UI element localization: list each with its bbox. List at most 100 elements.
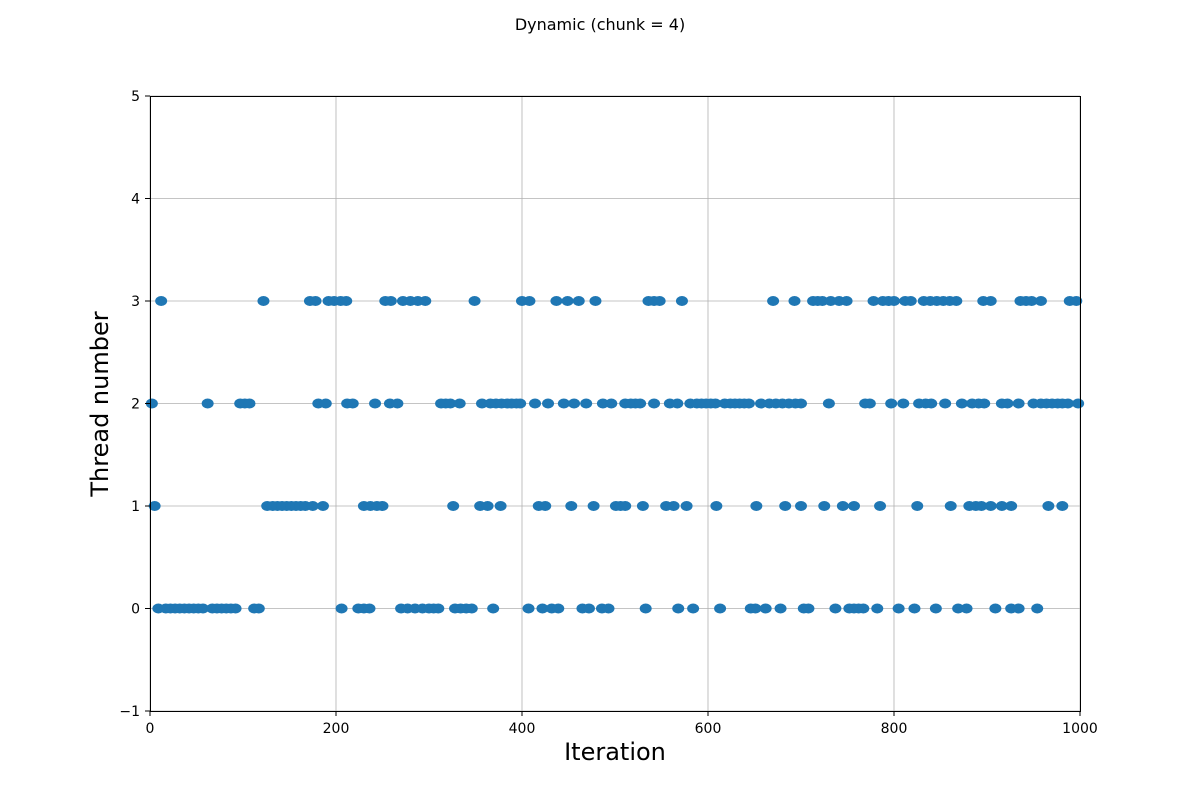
data-point bbox=[795, 501, 807, 511]
data-point bbox=[453, 398, 466, 409]
data-point bbox=[755, 398, 768, 409]
data-point bbox=[888, 296, 900, 306]
data-point bbox=[476, 398, 489, 409]
data-point bbox=[680, 501, 693, 511]
data-point bbox=[857, 603, 870, 614]
data-point bbox=[542, 398, 555, 409]
data-point bbox=[984, 296, 997, 306]
data-point bbox=[955, 398, 968, 409]
data-point bbox=[848, 501, 861, 511]
data-point bbox=[1034, 296, 1047, 306]
data-point bbox=[952, 603, 965, 614]
data-point bbox=[447, 501, 460, 511]
data-point bbox=[639, 603, 652, 614]
y-tick-label: 3 bbox=[131, 294, 140, 310]
y-tick-label: 4 bbox=[131, 192, 140, 208]
data-point bbox=[636, 501, 649, 511]
data-point bbox=[749, 603, 762, 614]
data-point bbox=[750, 501, 763, 511]
x-tick-label: 1000 bbox=[1062, 721, 1098, 737]
data-point bbox=[929, 603, 942, 614]
data-point bbox=[714, 603, 727, 614]
data-point bbox=[539, 501, 552, 511]
data-point bbox=[648, 398, 661, 409]
data-point bbox=[565, 501, 578, 511]
data-point bbox=[653, 296, 666, 306]
y-tick-label: 5 bbox=[131, 89, 140, 105]
data-point bbox=[514, 398, 527, 409]
data-point bbox=[874, 501, 887, 511]
data-point bbox=[1056, 501, 1069, 511]
data-point bbox=[529, 398, 542, 409]
data-point bbox=[391, 398, 404, 409]
data-point bbox=[602, 603, 615, 614]
data-point bbox=[587, 501, 600, 511]
data-point bbox=[904, 296, 917, 306]
data-point bbox=[710, 501, 723, 511]
data-point bbox=[871, 603, 884, 614]
data-point bbox=[802, 603, 815, 614]
data-point bbox=[995, 501, 1008, 511]
data-point bbox=[580, 398, 593, 409]
data-point bbox=[687, 603, 700, 614]
data-point bbox=[759, 603, 772, 614]
data-point bbox=[557, 398, 570, 409]
y-tick-label: −1 bbox=[119, 704, 140, 720]
data-point bbox=[155, 296, 168, 306]
data-point bbox=[1070, 296, 1083, 306]
data-point bbox=[863, 398, 876, 409]
data-point bbox=[788, 296, 801, 306]
data-point bbox=[867, 296, 880, 306]
y-tick-label: 0 bbox=[131, 602, 140, 618]
data-point bbox=[148, 501, 161, 511]
data-point bbox=[316, 501, 329, 511]
data-point bbox=[1012, 603, 1025, 614]
plot-frame bbox=[150, 96, 1081, 712]
data-point bbox=[774, 603, 787, 614]
data-point bbox=[536, 603, 549, 614]
data-point bbox=[634, 398, 647, 409]
data-point bbox=[822, 398, 835, 409]
data-point bbox=[950, 296, 963, 306]
data-point bbox=[619, 501, 632, 511]
data-point bbox=[572, 296, 585, 306]
x-tick-label: 600 bbox=[695, 721, 722, 737]
data-point bbox=[432, 603, 445, 614]
data-point bbox=[836, 501, 849, 511]
y-axis-ticks: −1 0 1 2 3 4 5 bbox=[119, 89, 150, 720]
data-point bbox=[481, 501, 494, 511]
y-tick-label: 1 bbox=[131, 499, 140, 515]
data-point bbox=[376, 501, 389, 511]
data-point bbox=[335, 603, 348, 614]
data-point bbox=[675, 296, 688, 306]
data-point bbox=[1042, 501, 1055, 511]
data-point bbox=[444, 398, 457, 409]
data-point bbox=[885, 398, 898, 409]
data-point bbox=[201, 398, 214, 409]
data-point bbox=[468, 296, 481, 306]
data-point bbox=[589, 296, 602, 306]
data-point bbox=[978, 398, 991, 409]
data-point bbox=[897, 398, 910, 409]
data-point bbox=[487, 603, 500, 614]
y-tick-label: 2 bbox=[131, 397, 140, 413]
data-point bbox=[816, 296, 829, 306]
data-point bbox=[1031, 603, 1044, 614]
data-point bbox=[1025, 296, 1038, 306]
x-axis-ticks: 0 200 400 600 800 1000 bbox=[146, 711, 1098, 737]
data-point bbox=[939, 398, 952, 409]
data-point bbox=[319, 398, 332, 409]
data-point bbox=[346, 398, 359, 409]
data-point bbox=[522, 603, 535, 614]
data-point bbox=[1005, 501, 1018, 511]
data-point bbox=[494, 501, 507, 511]
data-point bbox=[767, 296, 780, 306]
data-point bbox=[908, 603, 921, 614]
data-point bbox=[229, 603, 242, 614]
x-tick-label: 800 bbox=[881, 721, 908, 737]
data-point bbox=[742, 398, 755, 409]
x-tick-label: 200 bbox=[323, 721, 350, 737]
data-point bbox=[252, 603, 265, 614]
data-point bbox=[672, 603, 685, 614]
